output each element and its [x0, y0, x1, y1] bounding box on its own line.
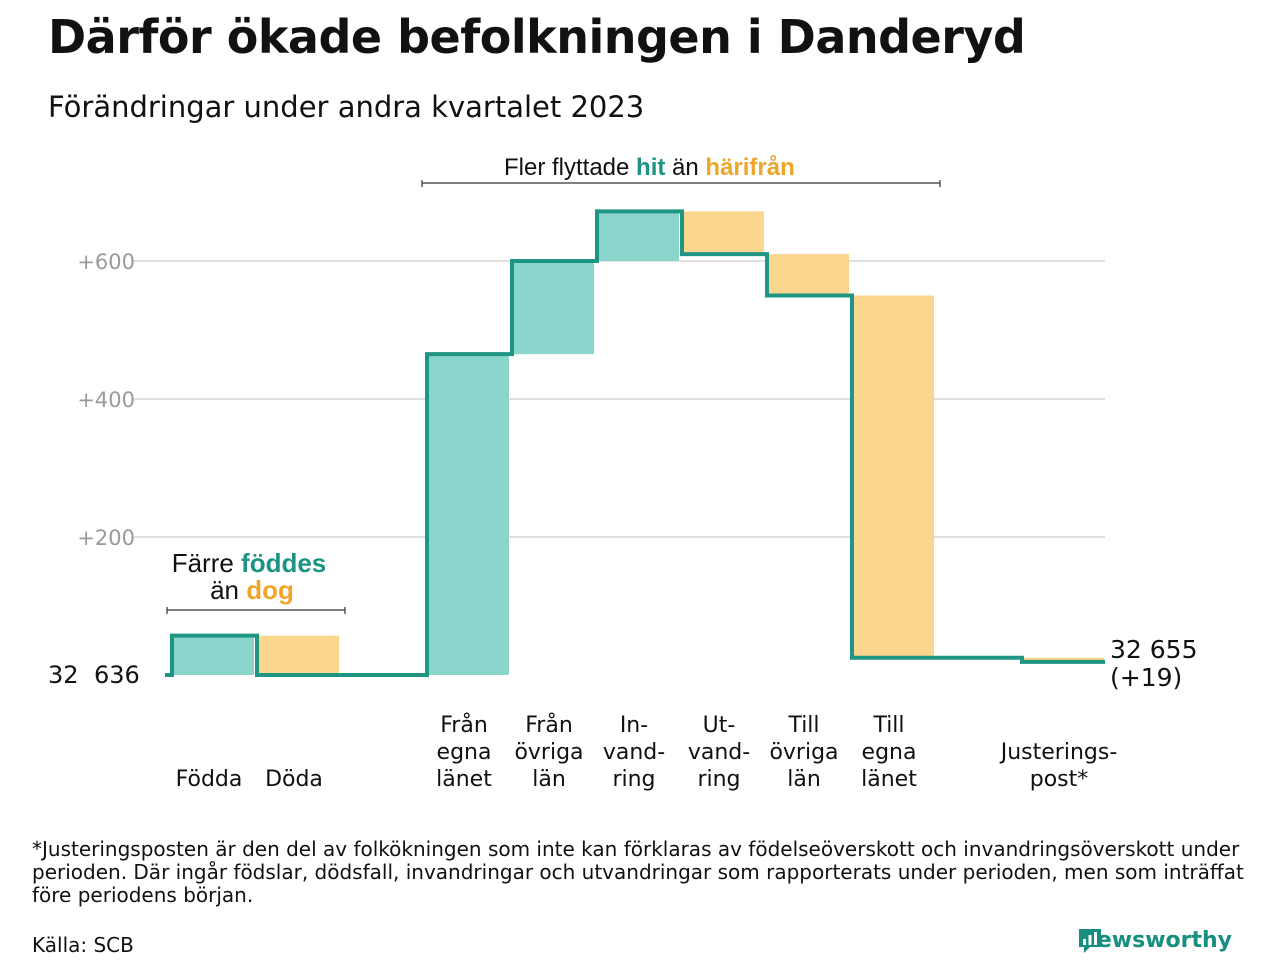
x-tick-label: övriga: [769, 740, 838, 765]
bars: [172, 211, 1104, 675]
x-tick-label: In-: [620, 713, 648, 738]
x-tick-label: Justerings-: [999, 740, 1118, 765]
bar: [597, 211, 679, 261]
bar: [257, 635, 339, 675]
brand-name: Newsworthy: [1078, 928, 1232, 953]
start-value-label: 32: [48, 661, 79, 689]
y-tick-label: +600: [77, 250, 135, 274]
y-axis-labels: +200 +400 +600: [77, 250, 135, 550]
bar: [512, 261, 594, 355]
source-note: Källa: SCB: [32, 933, 134, 957]
annotations: 32 636 32 655(+19) Fler flyttade hit än här…: [48, 154, 1197, 692]
x-axis-labels: Födda DödaFrånegnalänetFrånövrigalänIn-va…: [176, 712, 1118, 792]
step-line: [165, 209, 1105, 677]
x-tick-label: Döda: [265, 767, 323, 792]
x-tick-label: Födda: [176, 767, 243, 792]
x-tick-label: Från: [440, 712, 488, 738]
end-value-label: 32 655: [1110, 635, 1197, 664]
x-tick-label: Till: [787, 713, 819, 738]
annotation-left-line2: än dog: [210, 575, 294, 605]
x-tick-label: vand-: [603, 740, 665, 765]
annotation-top: Fler flyttade hit än härifrån: [504, 154, 795, 181]
bar: [852, 295, 934, 658]
x-tick-label: post*: [1030, 767, 1089, 792]
x-tick-label: län: [787, 767, 821, 792]
chart-title: Därför ökade befolkningen i Danderyd: [48, 10, 1026, 64]
bar: [172, 635, 254, 675]
bar: [427, 354, 509, 675]
newsworthy-logo-icon: [1079, 929, 1102, 953]
x-tick-label: Från: [525, 712, 573, 738]
x-tick-label: ring: [612, 767, 655, 792]
x-tick-label: län: [532, 767, 566, 792]
x-tick-label: vand-: [688, 740, 750, 765]
running-total-line: [165, 209, 1105, 677]
footnote: *Justeringsposten är den del av folkökni…: [32, 837, 1244, 907]
x-tick-label: egna: [437, 740, 492, 765]
y-tick-label: +200: [77, 526, 135, 550]
end-change-label: (+19): [1110, 663, 1182, 692]
start-value-label: 636: [94, 661, 140, 689]
x-tick-label: Ut-: [703, 713, 736, 738]
brand-logo: Newsworthy: [1078, 928, 1232, 953]
annotation-left-line1: Färre föddes: [172, 548, 327, 578]
x-tick-label: egna: [862, 740, 917, 765]
y-tick-label: +400: [77, 388, 135, 412]
bar: [1022, 657, 1104, 662]
waterfall-chart: 32 636 32 655(+19) Fler flyttade hit än här…: [48, 154, 1197, 792]
chart-subtitle: Förändringar under andra kvartalet 2023: [48, 90, 645, 124]
grid-lines: [133, 260, 1105, 538]
bar: [767, 254, 849, 296]
x-tick-label: Till: [872, 713, 904, 738]
x-tick-label: länet: [436, 767, 492, 792]
x-tick-label: övriga: [514, 740, 583, 765]
bar: [682, 211, 764, 255]
x-tick-label: ring: [697, 767, 740, 792]
x-tick-label: länet: [861, 767, 917, 792]
